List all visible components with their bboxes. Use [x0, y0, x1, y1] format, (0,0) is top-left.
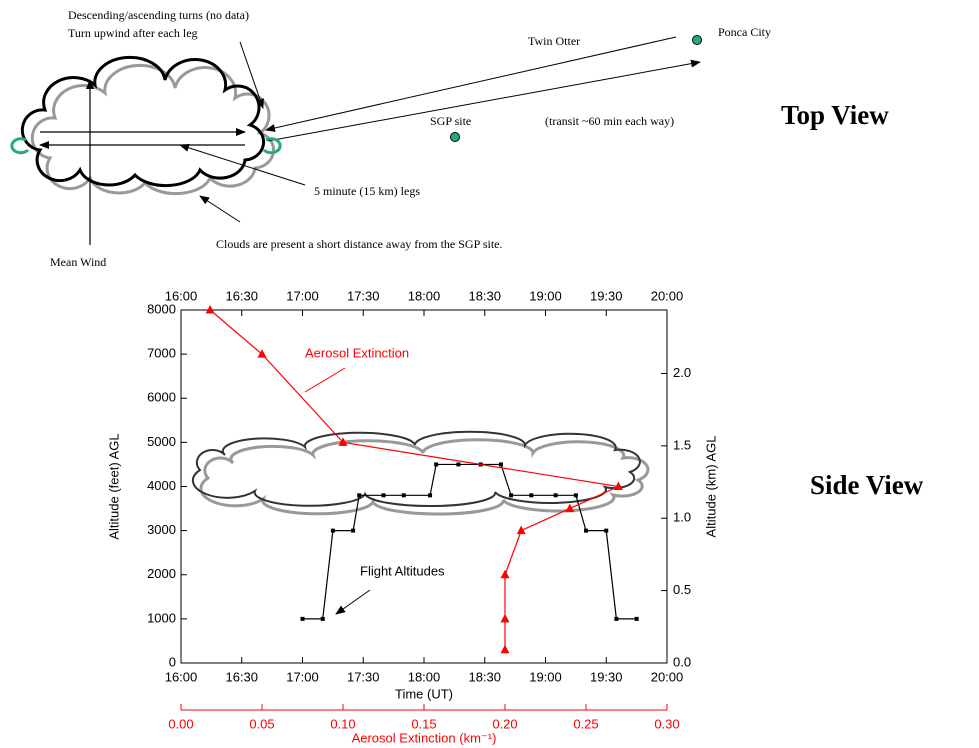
- x-tick-label: 17:00: [286, 288, 319, 303]
- point: [301, 617, 305, 621]
- x-tick-label: 16:00: [165, 669, 198, 684]
- x2-axis-title: Aerosol Extinction (km⁻¹): [352, 730, 497, 745]
- point: [331, 529, 335, 533]
- y-tick-label: 2000: [147, 566, 176, 581]
- point: [382, 493, 386, 497]
- point: [565, 504, 574, 513]
- point: [509, 493, 513, 497]
- point: [351, 529, 355, 533]
- x2-tick-label: 0.00: [168, 716, 193, 731]
- y-tick-label: 7000: [147, 346, 176, 361]
- x-tick-label: 17:30: [347, 288, 380, 303]
- point: [584, 529, 588, 533]
- pointer: [305, 368, 345, 392]
- note: Clouds are present a short distance away…: [216, 237, 503, 251]
- y-tick-label: 0: [169, 654, 176, 669]
- point: [501, 570, 510, 579]
- x-tick-label: 20:00: [651, 288, 684, 303]
- note: 5 minute (15 km) legs: [314, 184, 420, 198]
- x-tick-label: 19:30: [590, 288, 623, 303]
- y2-axis-title: Altitude (km) AGL: [703, 436, 718, 538]
- x-tick-label: 18:00: [408, 669, 441, 684]
- point: [499, 462, 503, 466]
- point: [402, 493, 406, 497]
- x-tick-label: 18:00: [408, 288, 441, 303]
- series-line: [210, 310, 618, 650]
- series-line: [303, 464, 637, 618]
- x2-tick-label: 0.20: [492, 716, 517, 731]
- y-tick-label: 3000: [147, 522, 176, 537]
- note: Ponca City: [718, 25, 771, 39]
- note: (transit ~60 min each way): [545, 114, 674, 128]
- point: [614, 617, 618, 621]
- y2-tick-label: 0.0: [673, 654, 691, 669]
- y2-tick-label: 1.5: [673, 437, 691, 452]
- x-tick-label: 18:30: [468, 669, 501, 684]
- x2-tick-label: 0.30: [654, 716, 679, 731]
- chart: 16:0016:0016:3016:3017:0017:0017:3017:30…: [106, 288, 718, 745]
- point: [517, 526, 526, 535]
- point: [434, 462, 438, 466]
- x-tick-label: 19:30: [590, 669, 623, 684]
- x-tick-label: 17:30: [347, 669, 380, 684]
- y-tick-label: 1000: [147, 610, 176, 625]
- note: Mean Wind: [50, 255, 106, 269]
- x-tick-label: 20:00: [651, 669, 684, 684]
- y2-tick-label: 2.0: [673, 365, 691, 380]
- pointer: [180, 145, 305, 185]
- page: Descending/ascending turns (no data) Tur…: [0, 0, 979, 748]
- y-tick-label: 8000: [147, 301, 176, 316]
- point: [456, 462, 460, 466]
- y2-tick-label: 1.0: [673, 510, 691, 525]
- plot-frame: [181, 310, 667, 663]
- point: [501, 645, 510, 654]
- note: Turn upwind after each leg: [68, 26, 198, 40]
- series-label: Aerosol Extinction: [305, 345, 409, 360]
- point: [604, 529, 608, 533]
- note: SGP site: [430, 114, 471, 128]
- site-dot: [693, 36, 702, 45]
- y-tick-label: 6000: [147, 390, 176, 405]
- site-dot: [451, 133, 460, 142]
- y-tick-label: 5000: [147, 434, 176, 449]
- point: [428, 493, 432, 497]
- point: [258, 349, 267, 358]
- point: [529, 493, 533, 497]
- point: [574, 493, 578, 497]
- x-tick-label: 16:30: [225, 288, 258, 303]
- transit: [268, 62, 700, 141]
- x2-tick-label: 0.25: [573, 716, 598, 731]
- y-axis-title: Altitude (feet) AGL: [106, 433, 121, 539]
- point: [206, 305, 215, 314]
- x-tick-label: 18:30: [468, 288, 501, 303]
- x-tick-label: 16:30: [225, 669, 258, 684]
- x-axis-title: Time (UT): [395, 686, 453, 701]
- note: Twin Otter: [528, 34, 580, 48]
- point: [357, 493, 361, 497]
- point: [635, 617, 639, 621]
- x-tick-label: 19:00: [529, 288, 562, 303]
- point: [554, 493, 558, 497]
- heading: Side View: [810, 470, 924, 500]
- x2-tick-label: 0.10: [330, 716, 355, 731]
- point: [501, 614, 510, 623]
- top-view: Descending/ascending turns (no data) Tur…: [12, 8, 889, 269]
- pointer: [240, 42, 263, 108]
- pointer: [336, 590, 370, 614]
- point: [321, 617, 325, 621]
- pointer: [200, 196, 240, 222]
- y2-tick-label: 0.5: [673, 582, 691, 597]
- x2-tick-label: 0.15: [411, 716, 436, 731]
- x-tick-label: 19:00: [529, 669, 562, 684]
- x-tick-label: 17:00: [286, 669, 319, 684]
- note: Descending/ascending turns (no data): [68, 8, 249, 22]
- series-label: Flight Altitudes: [360, 563, 445, 578]
- y-tick-label: 4000: [147, 478, 176, 493]
- heading: Top View: [781, 100, 889, 130]
- x2-tick-label: 0.05: [249, 716, 274, 731]
